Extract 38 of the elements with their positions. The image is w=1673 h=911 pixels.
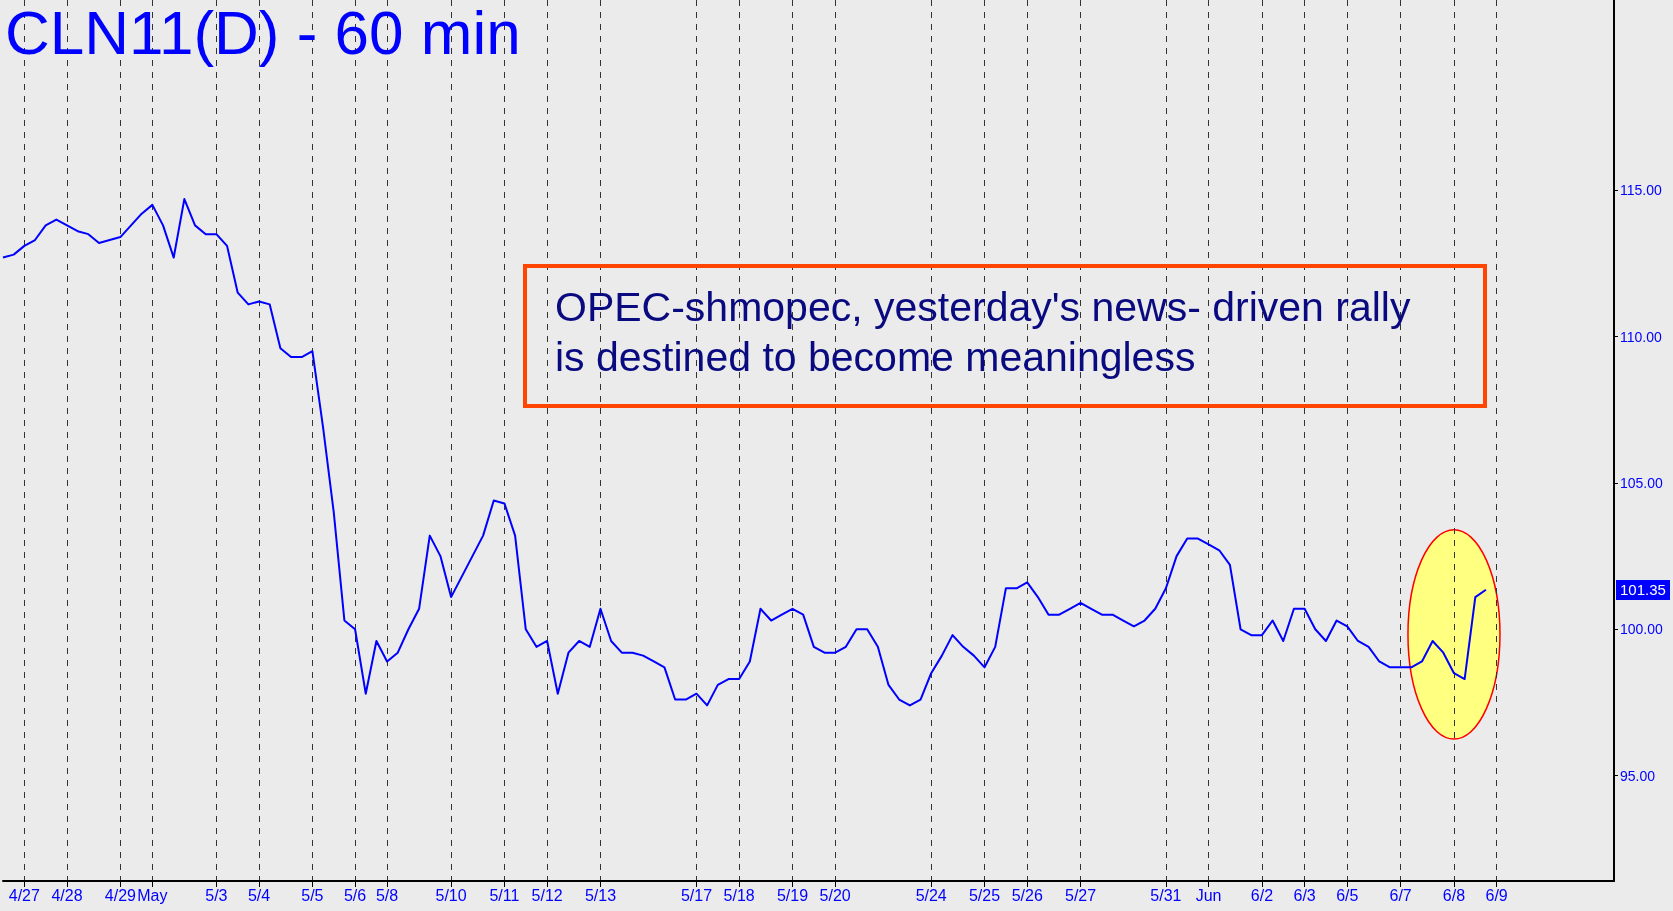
x-tick-label: 5/4 — [247, 886, 271, 904]
x-tick-label: 5/27 — [1064, 886, 1097, 904]
x-tick-label: 6/9 — [1485, 886, 1508, 904]
x-tick-label: 5/19 — [776, 886, 809, 904]
x-tick-label: 6/8 — [1442, 886, 1466, 904]
annotation: OPEC-shmopec, yesterday's news- driven rally is destined to become meaningless — [523, 264, 1487, 408]
x-tick-label: 5/26 — [1011, 886, 1043, 904]
x-tick-label: 6/5 — [1336, 886, 1359, 904]
x-tick-label: 5/3 — [205, 886, 228, 904]
x-tick-label: 4/28 — [51, 886, 83, 904]
x-tick-label: 6/3 — [1293, 886, 1316, 904]
y-tick-label: 110.00 — [1620, 328, 1662, 345]
x-tick-label: 6/7 — [1389, 886, 1412, 904]
y-tick-label: 105.00 — [1620, 474, 1664, 491]
x-tick-label: 5/6 — [343, 886, 367, 904]
x-tick-label: 5/11 — [489, 886, 520, 904]
x-tick-label: 5/18 — [723, 886, 755, 904]
x-tick-label: May — [137, 886, 168, 904]
text: 101.35 — [1616, 579, 1670, 600]
x-tick-label: 5/5 — [301, 886, 324, 904]
y-tick-label: 100.00 — [1620, 621, 1664, 638]
x-tick-label: Jun — [1195, 886, 1222, 904]
x-tick-label: 5/17 — [680, 886, 713, 904]
x-tick-label: 4/29 — [104, 886, 137, 904]
line-series — [2, 198, 1487, 707]
y-tick-label: 95.00 — [1620, 767, 1656, 784]
y-tick-label: 115.00 — [1620, 182, 1662, 199]
x-tick-label: 5/31 — [1150, 886, 1182, 904]
x-tick-label: 5/24 — [915, 886, 947, 904]
x-tick-label: 5/10 — [435, 886, 467, 904]
x-tick-label: 6/2 — [1250, 886, 1274, 904]
x-tick-label: 5/13 — [584, 886, 617, 904]
x-tick-label: 4/27 — [8, 886, 41, 904]
x-tick-label: 5/8 — [375, 886, 399, 904]
x-tick-label: 5/25 — [968, 886, 1001, 904]
x-tick-label: 5/12 — [531, 886, 563, 904]
chart-title: CLN11(D) - 60 min — [5, 0, 521, 67]
x-tick-label: 5/20 — [819, 886, 851, 904]
